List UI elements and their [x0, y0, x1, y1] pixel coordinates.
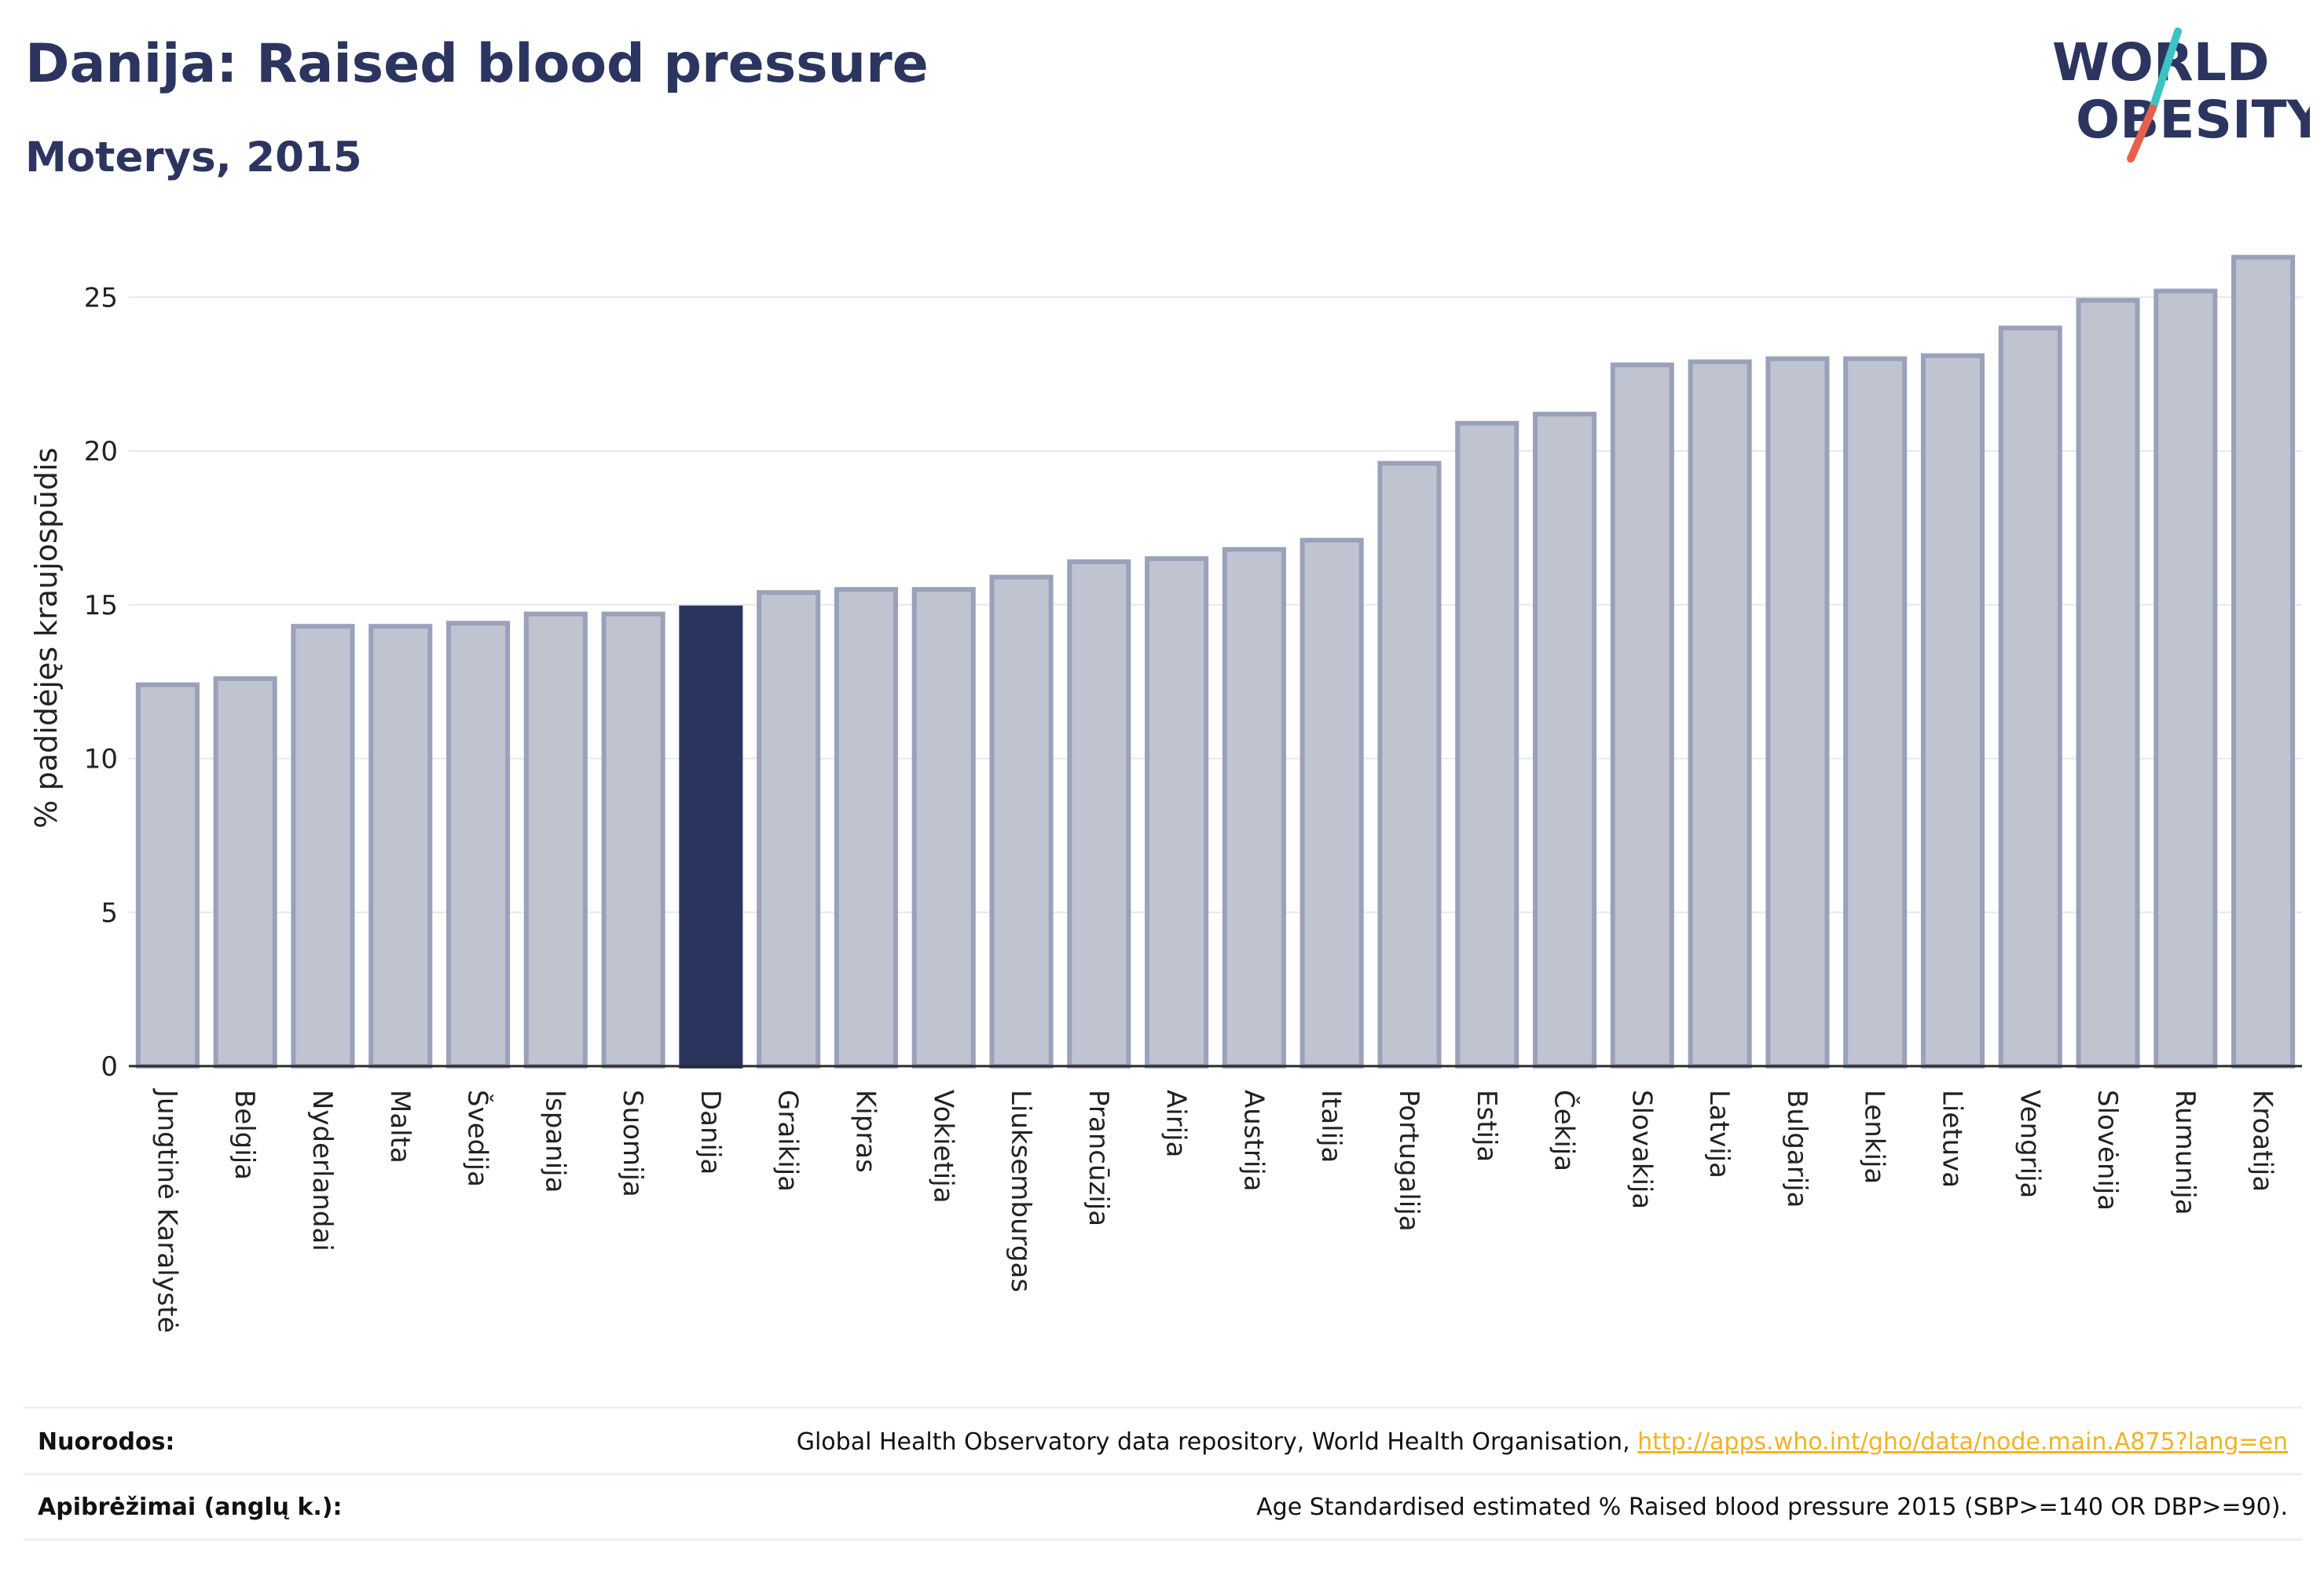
x-tick-label: Bulgarija [1781, 1090, 1813, 1208]
x-tick-label: Liuksemburgas [1005, 1090, 1036, 1292]
bar-Slovėnija [2076, 298, 2140, 1068]
x-tick-label: Rumunija [2169, 1090, 2201, 1215]
bar-Rumunija [2154, 288, 2218, 1068]
y-tick-label: 5 [101, 897, 118, 929]
x-tick-label: Vengrija [2014, 1090, 2045, 1198]
x-tick-label: Čekija [1549, 1090, 1581, 1171]
x-tick-label: Prancūzija [1083, 1090, 1114, 1226]
bar-Kroatija [2231, 255, 2296, 1069]
bar-Italija [1299, 537, 1364, 1068]
x-tick-label: Portugalija [1393, 1090, 1424, 1232]
bar-Belgija [213, 676, 277, 1068]
bars [135, 255, 2296, 1069]
bar-Malta [368, 624, 433, 1068]
x-tick-label: Slovakija [1626, 1090, 1657, 1209]
bar-Airija [1145, 556, 1209, 1068]
y-axis-label: % padidėjęs kraujospūdis [29, 448, 64, 829]
bar-Nyderlandai [291, 624, 355, 1068]
logo-slash-red [2127, 104, 2157, 163]
x-tick-label: Graikija [772, 1090, 804, 1192]
x-tick-label: Jungtinė Karalystė [151, 1088, 182, 1333]
sources-value: Global Health Observatory data repositor… [797, 1428, 2302, 1456]
axes: 0 5 10 15 20 25 Jungtinė Karalystė Belgija Nyder… [84, 282, 2302, 1333]
bar-Vokietija [911, 587, 976, 1068]
bar-Jungtinė Karalystė [135, 682, 200, 1069]
bar-chart: 0 5 10 15 20 25 Jungtinė Karalystė Belgija Nyder… [29, 255, 2302, 1333]
logo-slash-teal [2149, 27, 2182, 112]
footer-divider-middle [24, 1473, 2302, 1475]
chart-subtitle: Moterys, 2015 [25, 134, 362, 181]
sources-link[interactable]: http://apps.who.int/gho/data/node.main.A… [1637, 1428, 2288, 1456]
x-tick-label: Austrija [1237, 1090, 1269, 1192]
footer-sources-row: Nuorodos: Global Health Observatory data… [24, 1410, 2302, 1473]
definitions-value: Age Standardised estimated % Raised bloo… [1256, 1493, 2288, 1521]
x-tick-label: Kipras [849, 1090, 881, 1173]
bar-Lietuva [1920, 353, 1985, 1068]
bar-Latvija [1688, 359, 1752, 1069]
x-tick-label: Vokietija [927, 1090, 959, 1204]
footer-divider-bottom [24, 1538, 2302, 1541]
logo-line-2: OBESITY [2076, 90, 2310, 150]
bar-Bulgarija [1765, 356, 1830, 1068]
bar-Kipras [834, 587, 899, 1068]
x-tick-label: Danija [695, 1090, 726, 1175]
x-tick-label: Italija [1315, 1090, 1347, 1163]
x-tick-label: Švedija [462, 1090, 494, 1187]
bar-Suomija [601, 611, 665, 1068]
footer-divider-top [24, 1406, 2302, 1409]
x-tick-label: Kroatija [2247, 1090, 2278, 1192]
footer-definitions-row: Apibrėžimai (anglų k.): Age Standardised… [24, 1475, 2302, 1538]
bar-Prancūzija [1067, 559, 1131, 1068]
bar-Čekija [1532, 412, 1597, 1068]
bar-Estija [1455, 420, 1519, 1068]
x-tick-label: Nyderlandai [306, 1090, 338, 1252]
x-tick-label: Ispanija [539, 1090, 570, 1193]
chart-title: Danija: Raised blood pressure [25, 33, 929, 95]
definitions-label: Apibrėžimai (anglų k.): [38, 1493, 343, 1521]
bar-Vengrija [1998, 325, 2062, 1068]
x-tick-label: Malta [384, 1090, 416, 1164]
bar-Slovakija [1610, 362, 1674, 1068]
x-tick-label: Slovėnija [2091, 1090, 2123, 1211]
bar-Švedija [445, 621, 511, 1068]
y-tick-label: 15 [84, 590, 118, 621]
y-tick-label: 10 [84, 744, 118, 775]
y-tick-label: 20 [84, 436, 118, 467]
bar-Danija [679, 605, 743, 1068]
bar-Graikija [757, 590, 821, 1068]
bar-Liuksemburgas [989, 574, 1054, 1068]
bar-Lenkija [1843, 356, 1908, 1068]
x-tick-label: Estija [1471, 1090, 1502, 1162]
bar-Ispanija [523, 611, 588, 1068]
y-tick-label: 0 [101, 1051, 118, 1083]
world-obesity-logo: WORLD OBESITY [2052, 27, 2310, 163]
x-tick-label: Suomija [617, 1090, 648, 1197]
x-tick-label: Latvija [1703, 1090, 1735, 1178]
sources-text: Global Health Observatory data repositor… [796, 1428, 1638, 1456]
x-tick-label: Belgija [229, 1090, 260, 1180]
x-tick-label: Lietuva [1936, 1090, 1967, 1188]
sources-label: Nuorodos: [38, 1428, 175, 1456]
y-tick-label: 25 [84, 282, 118, 313]
bar-Austrija [1222, 547, 1286, 1068]
bar-Portugalija [1377, 460, 1442, 1068]
x-tick-label: Lenkija [1859, 1090, 1890, 1184]
x-tick-label: Airija [1160, 1090, 1192, 1157]
